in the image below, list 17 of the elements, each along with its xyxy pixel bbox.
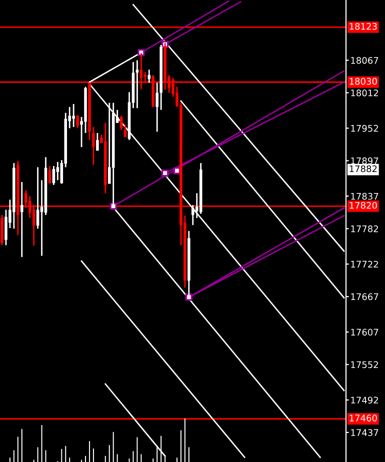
y-tick-label: 17607 [351,328,378,336]
ref-line-label: 18123 [350,22,377,30]
y-tick-label: 17437 [351,429,378,436]
y-tick-label: 17782 [351,225,378,232]
y-tick-label: 17552 [351,361,378,368]
y-tick-label: 18012 [351,89,378,96]
y-tick-label: 17492 [351,396,378,404]
ref-line-label: 18030 [350,78,377,85]
y-tick-label: 17667 [351,293,378,300]
y-tick-label: 17722 [351,260,378,268]
y-tick-label: 18067 [351,56,378,64]
ref-line-label: 17820 [350,202,377,209]
ref-line-label: 17460 [350,414,377,422]
y-tick-label: 17897 [351,157,378,164]
y-tick-label: 17952 [351,124,378,132]
text: 17882 [350,165,377,172]
y-tick-label: 17837 [351,192,378,200]
